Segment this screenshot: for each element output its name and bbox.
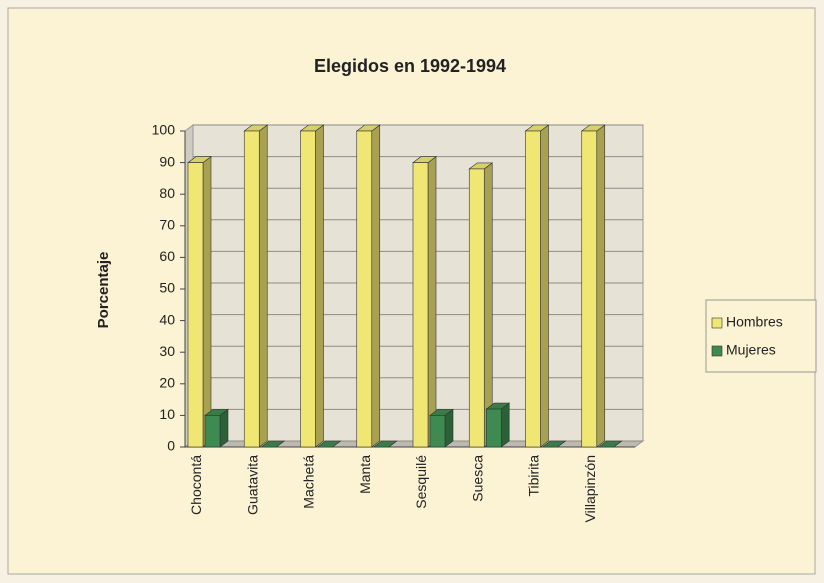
bar-top [316, 440, 342, 448]
legend-swatch [711, 317, 723, 329]
chart-title: Elegidos en 1992-1994 [314, 56, 506, 76]
bar [412, 162, 429, 448]
y-tick-label: 10 [159, 406, 175, 422]
bar [581, 130, 598, 448]
y-tick-label: 20 [159, 375, 175, 391]
y-tick-label: 30 [159, 343, 175, 359]
bar-top [260, 440, 286, 448]
x-tick-label: Machetá [301, 455, 317, 509]
bar-side [483, 162, 493, 448]
y-tick-label: 80 [159, 185, 175, 201]
x-tick-label: Villapinzón [582, 455, 598, 522]
y-tick-label: 0 [167, 438, 175, 454]
bar [243, 130, 260, 448]
legend-swatch [711, 345, 723, 357]
x-tick-label: Suesca [469, 455, 485, 502]
x-tick-label: Sesquilé [413, 455, 429, 509]
bar-side [540, 124, 549, 448]
bar-top [597, 440, 623, 448]
bar-side [258, 124, 268, 448]
x-tick-label: Guatavita [244, 455, 260, 515]
x-tick-label: Tibirita [526, 455, 542, 497]
x-tick-label: Manta [357, 455, 373, 494]
bar-side [596, 124, 606, 448]
legend-label: Hombres [726, 314, 783, 330]
y-tick-label: 70 [159, 217, 175, 233]
x-tick-label: Chocontá [188, 455, 204, 515]
bar [356, 130, 373, 448]
legend-label: Mujeres [726, 342, 776, 358]
y-axis-label: Porcentaje [95, 252, 112, 329]
legend-box [705, 299, 817, 373]
y-tick-label: 60 [159, 248, 175, 264]
bar [485, 408, 502, 448]
bar-side [371, 124, 381, 448]
bar-side [315, 124, 324, 448]
y-tick-label: 100 [152, 122, 176, 138]
bar [187, 162, 204, 448]
bar-top [541, 440, 567, 448]
bar [468, 168, 485, 448]
bar-side [427, 156, 437, 448]
bar [429, 415, 446, 448]
bar-side [444, 408, 454, 448]
bar [300, 130, 316, 448]
bar-side [500, 402, 510, 448]
bar-top [372, 440, 398, 448]
y-tick-label: 40 [159, 311, 175, 327]
bar [204, 415, 221, 448]
bar-side [219, 408, 229, 448]
bar-side [202, 156, 212, 448]
bar [525, 130, 541, 448]
y-tick-label: 90 [159, 153, 175, 169]
y-tick-label: 50 [159, 280, 175, 296]
